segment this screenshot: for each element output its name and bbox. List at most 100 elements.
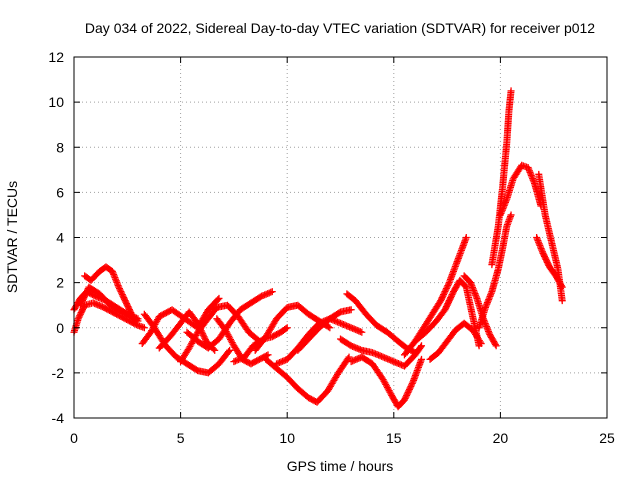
data-point [406, 384, 414, 392]
data-point [445, 297, 453, 305]
series-track-4 [76, 283, 142, 323]
data-point [408, 381, 416, 389]
data-point [201, 334, 209, 342]
data-point [81, 292, 89, 300]
data-point [77, 300, 85, 308]
series-track-27 [535, 170, 566, 305]
data-point [443, 283, 451, 291]
data-point [117, 288, 125, 296]
series-track-2 [70, 299, 148, 336]
data-point [134, 315, 142, 323]
data-point [283, 324, 291, 332]
data-point [129, 313, 137, 321]
data-point [439, 292, 447, 300]
data-point [120, 295, 128, 303]
series-track-10 [213, 315, 272, 368]
data-point [443, 301, 451, 309]
data-point [118, 291, 126, 299]
data-point [199, 331, 207, 339]
data-point [444, 282, 452, 290]
data-point [76, 310, 84, 318]
data-point [440, 291, 448, 299]
y-tick-label: 10 [48, 94, 64, 110]
data-point [344, 355, 352, 363]
data-point [448, 291, 456, 299]
axis-ticks: 0 5 10 15 20 25 -4 -2 0 2 4 6 8 10 12 [48, 49, 615, 446]
data-point [418, 342, 426, 350]
data-point [125, 311, 133, 319]
data-point [401, 394, 409, 402]
data-point [78, 298, 86, 306]
data-point [119, 292, 127, 300]
data-point [407, 382, 415, 390]
data-point [387, 390, 395, 398]
data-point [122, 298, 130, 306]
data-point [126, 311, 134, 319]
data-point [120, 294, 128, 302]
data-point [437, 297, 445, 305]
data-point [543, 258, 551, 266]
chart-title: Day 034 of 2022, Sidereal Day-to-day VTE… [85, 20, 595, 36]
data-point [402, 393, 410, 401]
data-point [214, 296, 222, 304]
data-point [226, 346, 234, 354]
data-point [74, 315, 82, 323]
x-tick-label: 20 [493, 430, 509, 446]
data-point [540, 251, 548, 259]
data-point [558, 297, 566, 305]
data-point [477, 340, 485, 348]
data-point [133, 321, 141, 329]
data-point [83, 288, 91, 296]
data-point [462, 234, 470, 241]
y-tick-label: 12 [48, 49, 64, 65]
data-point [115, 285, 123, 293]
data-point [75, 313, 83, 321]
data-point [140, 324, 148, 332]
data-point [400, 396, 408, 404]
data-point [79, 306, 87, 314]
data-point [194, 319, 202, 327]
data-point [437, 295, 445, 303]
data-point [492, 342, 500, 350]
data-point [507, 211, 515, 219]
data-point [119, 308, 127, 316]
data-point [79, 297, 87, 305]
data-point [347, 306, 355, 314]
series-track-6 [140, 310, 234, 377]
data-point [440, 289, 448, 297]
data-point [215, 294, 223, 302]
series-track-13 [262, 353, 353, 406]
series-track-23 [475, 211, 515, 332]
data-point [540, 252, 548, 260]
data-point [445, 280, 453, 288]
data-point [444, 300, 452, 308]
data-point [418, 355, 426, 363]
data-point [76, 312, 84, 320]
data-point [78, 307, 86, 315]
data-point [438, 294, 446, 302]
data-point [543, 257, 551, 265]
series-track-15 [294, 306, 355, 354]
grid-lines [74, 57, 607, 418]
y-tick-label: 0 [56, 320, 64, 336]
data-point [121, 297, 129, 305]
data-point [446, 295, 454, 303]
data-point [124, 303, 132, 311]
data-point [118, 289, 126, 297]
x-tick-label: 15 [386, 430, 402, 446]
data-point [128, 312, 136, 320]
data-point [358, 328, 366, 336]
data-point [80, 294, 88, 302]
data-point [122, 309, 130, 317]
data-point [417, 343, 425, 351]
data-point [132, 314, 140, 322]
data-point [211, 346, 219, 354]
series-track-20 [411, 276, 483, 350]
data-point [82, 289, 90, 297]
data-point [403, 391, 411, 399]
data-point [81, 291, 89, 299]
x-tick-label: 5 [177, 430, 185, 446]
data-point [225, 348, 233, 356]
